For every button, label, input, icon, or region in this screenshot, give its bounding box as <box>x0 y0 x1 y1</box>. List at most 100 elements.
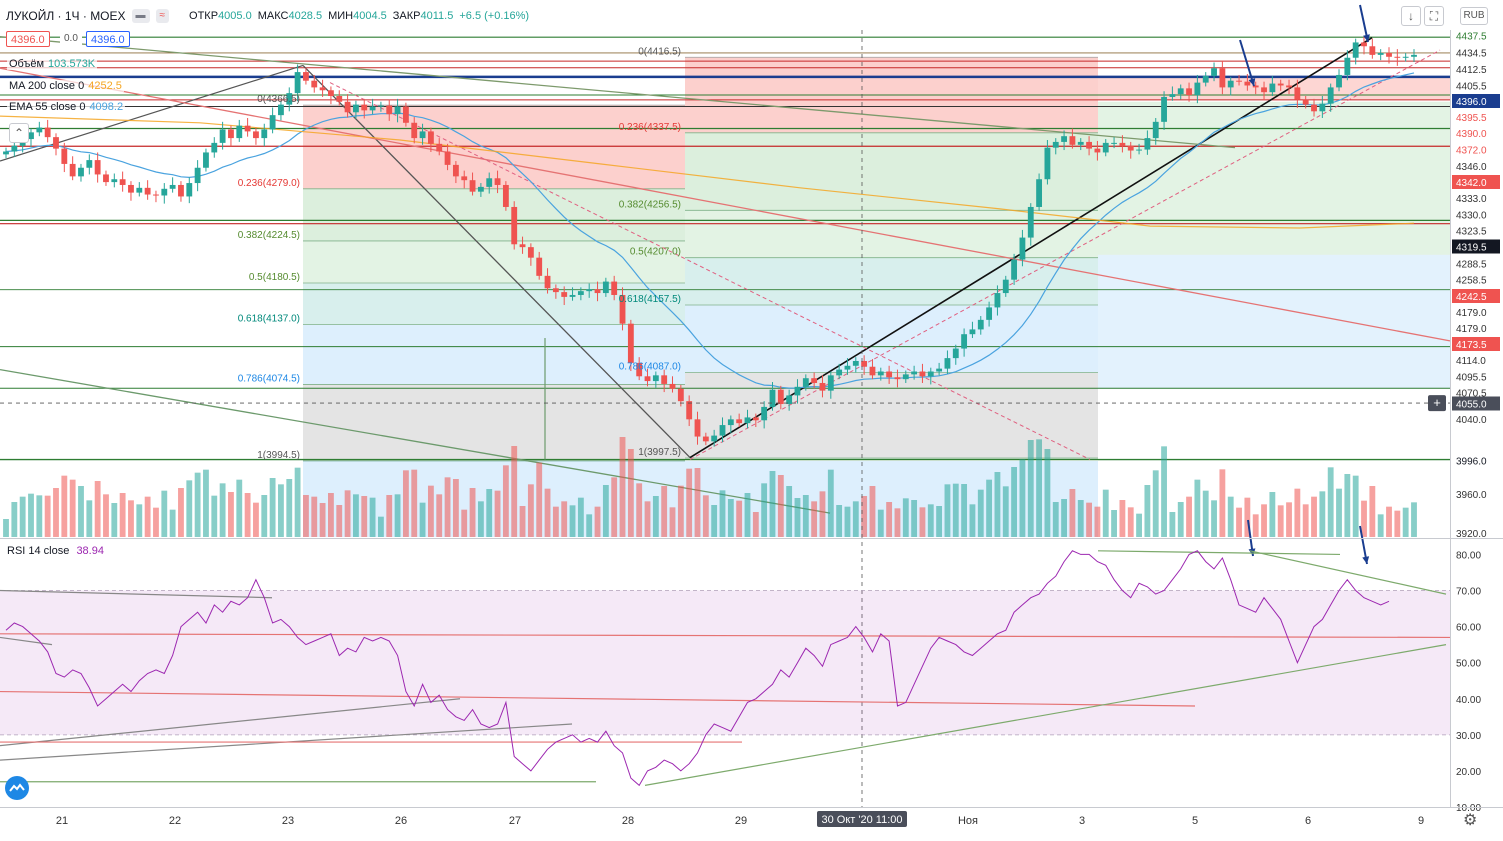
volume-bar <box>402 470 409 537</box>
candle-body <box>686 401 693 420</box>
candle-body <box>161 188 168 196</box>
time-tick: 9 <box>1418 815 1424 827</box>
ohlc-key: МАКС <box>257 10 289 22</box>
time-tick: 26 <box>395 815 407 827</box>
candle-body <box>761 406 768 421</box>
volume-bar <box>103 494 109 537</box>
candle-body <box>1186 88 1192 96</box>
candle-body <box>1202 75 1209 83</box>
candle-body <box>727 419 734 426</box>
volume-bar <box>1361 500 1367 537</box>
volume-bar <box>53 488 59 537</box>
fib-label: 0.382(4224.5) <box>238 230 300 241</box>
tradingview-logo-icon[interactable] <box>5 776 29 800</box>
candle-body <box>261 129 268 139</box>
candle-body <box>36 127 43 133</box>
candle-body <box>502 184 509 207</box>
volume-bar <box>236 479 243 537</box>
volume-bar <box>128 500 134 537</box>
rsi-tick: 80.00 <box>1456 550 1481 561</box>
volume-bar <box>44 495 51 537</box>
volume-bar <box>119 493 126 537</box>
candle-body <box>319 87 326 91</box>
candle-body <box>1294 87 1301 100</box>
volume-legend[interactable]: Объём 103.573K <box>7 58 98 70</box>
ohlc-key: МИН <box>328 10 354 22</box>
volume-bar <box>419 502 426 537</box>
candle-body <box>1152 121 1159 139</box>
volume-bar <box>986 479 993 537</box>
volume-bar <box>952 483 959 537</box>
volume-bar <box>586 514 593 537</box>
candle-body <box>1319 103 1326 112</box>
volume-bar <box>494 490 501 537</box>
candle-body <box>594 289 601 294</box>
fib-label: 0.786(4087.0) <box>619 361 681 372</box>
candle-body <box>1311 104 1317 112</box>
candle-body <box>3 151 9 155</box>
candle-body <box>1361 42 1367 47</box>
settings-gear-icon[interactable]: ⚙ <box>1463 812 1478 829</box>
time-axis: 21 22 23 26 27 28 29 30 Окт '20 11:00 Ноя 3 5 6 9 <box>0 807 1503 827</box>
candle-body <box>736 419 743 424</box>
compare-toggle[interactable]: ▬ <box>131 9 150 23</box>
arrow-head-icon <box>1363 34 1370 42</box>
rsi-trend-line <box>1249 550 1447 595</box>
symbol-title[interactable]: ЛУКОЙЛ · 1Ч · MOEX <box>6 9 126 23</box>
candle-body <box>402 106 409 123</box>
candle-body <box>494 178 501 185</box>
ema55-legend[interactable]: EMA 55 close 0 4098.2 <box>7 101 126 113</box>
currency-button[interactable]: RUB <box>1460 7 1488 25</box>
zone-right-green <box>1098 101 1450 255</box>
volume-bar <box>744 493 751 537</box>
volume-bar <box>752 512 759 537</box>
volume-bar <box>652 496 659 537</box>
candle-body <box>411 122 418 139</box>
volume-bar <box>1044 449 1051 537</box>
volume-bar <box>769 471 776 537</box>
fib-zone <box>303 384 685 461</box>
volume-bar <box>228 492 234 537</box>
volume-bar <box>269 478 276 537</box>
candle-body <box>986 307 993 320</box>
price-tick: 4412.5 <box>1456 65 1487 76</box>
candle-body <box>602 281 609 294</box>
volume-bar <box>736 500 743 537</box>
volume-bar <box>1077 500 1084 537</box>
rsi-legend[interactable]: RSI 14 close 38.94 <box>7 545 104 557</box>
download-icon[interactable]: ↓ <box>1401 6 1421 26</box>
volume-bar <box>111 503 118 537</box>
candle-body <box>694 419 701 437</box>
bid-price[interactable]: 4396.0 <box>6 31 50 47</box>
fullscreen-icon[interactable]: ⛶ <box>1424 6 1444 26</box>
collapse-legend-icon[interactable]: ⌃ <box>9 123 29 143</box>
candle-body <box>1036 179 1043 207</box>
ask-price[interactable]: 4396.0 <box>86 31 130 47</box>
price-tag-bg <box>1452 175 1500 189</box>
candle-body <box>652 375 659 382</box>
volume-bar <box>702 495 709 537</box>
volume-bar <box>544 488 551 537</box>
volume-bar <box>361 496 368 537</box>
candle-body <box>69 163 76 177</box>
candle-body <box>128 184 134 193</box>
time-tick: 6 <box>1305 815 1311 827</box>
candle-body <box>677 388 684 402</box>
volume-bar <box>194 472 201 537</box>
chart-style-icon[interactable]: ≈ <box>155 9 170 23</box>
volume-bar <box>169 509 176 537</box>
candle-body <box>869 366 876 376</box>
volume-bar <box>452 479 459 537</box>
price-tick: 4346.0 <box>1456 162 1487 173</box>
candle-body <box>228 129 234 139</box>
volume-bar <box>911 500 918 537</box>
candle-body <box>1044 147 1051 180</box>
candle-body <box>1394 56 1401 58</box>
price-tick: 4288.5 <box>1456 260 1487 271</box>
candle-body <box>902 374 909 380</box>
rsi-trend-line <box>0 698 461 747</box>
candle-body <box>711 435 718 442</box>
ma200-legend[interactable]: MA 200 close 0 4252.5 <box>7 80 124 92</box>
candle-body <box>486 178 493 187</box>
